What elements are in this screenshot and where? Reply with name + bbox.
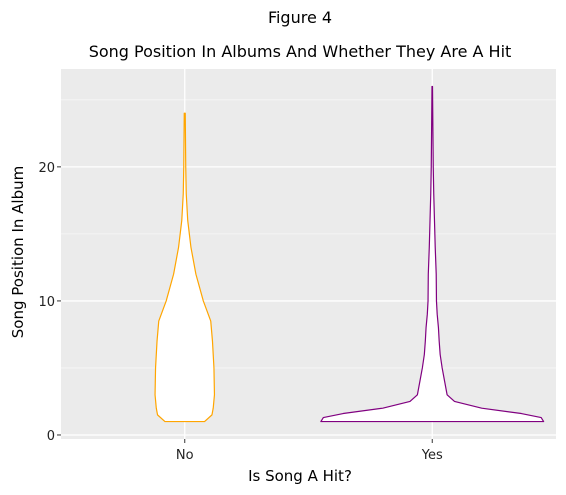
- violin-no: [154, 112, 216, 423]
- x-tick-label: Yes: [421, 448, 443, 463]
- y-tick-label: 10: [38, 295, 55, 310]
- plot-panel: [61, 69, 556, 439]
- x-tick-label: No: [176, 448, 194, 463]
- chart-title: Song Position In Albums And Whether They…: [89, 42, 512, 61]
- y-axis-label: Song Position In Album: [9, 166, 27, 338]
- y-tick-label: 0: [47, 429, 55, 444]
- violin-yes: [320, 85, 545, 423]
- x-axis-label: Is Song A Hit?: [248, 467, 352, 485]
- figure-label: Figure 4: [268, 8, 332, 27]
- axis-ticks: 0 10 20 No Yes: [38, 161, 443, 463]
- violins: [154, 85, 545, 423]
- y-tick-label: 20: [38, 161, 55, 176]
